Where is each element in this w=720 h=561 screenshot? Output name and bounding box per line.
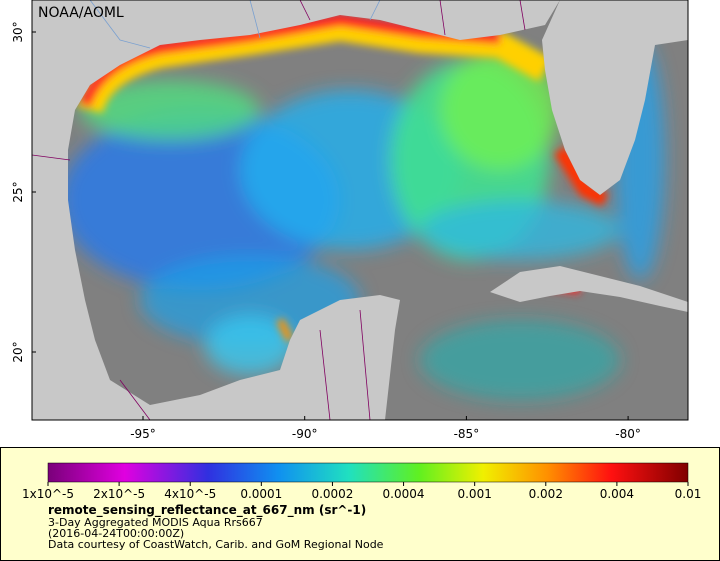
land-florida [542, 0, 688, 195]
lon-tick-label: -95° [130, 427, 156, 441]
rivers [89, 0, 381, 49]
lat-tick-label: 30° [11, 21, 25, 42]
patch [440, 50, 560, 170]
map-frame [31, 0, 689, 421]
patch [205, 315, 295, 375]
colorbar-label: 4x10^-5 [164, 487, 216, 501]
colorbar-label: 2x10^-5 [93, 487, 145, 501]
reflectance-field [60, 40, 665, 400]
colorbar-label: 0.004 [600, 487, 634, 501]
coastal-band-orange [276, 318, 294, 342]
border [32, 154, 71, 161]
colorbar-label: 0.0002 [311, 487, 353, 501]
legend-line: (2016-04-24T00:00:00Z) [48, 527, 184, 540]
coastal-band-red [554, 146, 609, 207]
colorbar-label: 0.0004 [383, 487, 425, 501]
borders [32, 0, 526, 420]
colorbar-label: 0.002 [529, 487, 563, 501]
variable-name: remote_sensing_reflectance_at_667_nm (sr… [48, 503, 366, 518]
colorbar-label: 0.001 [457, 487, 491, 501]
credit-label: NOAA/AOML [38, 5, 124, 21]
patch [420, 320, 620, 400]
border [119, 309, 371, 420]
legend-line: 3-Day Aggregated MODIS Aqua Rrs667 [48, 516, 263, 529]
colorbar-label: 0.0001 [240, 487, 282, 501]
legend: 1x10^-5 2x10^-5 4x10^-5 0.0001 0.0002 0.0004 0… [22, 482, 701, 501]
river [89, 0, 381, 49]
lat-tick-label: 25° [11, 181, 25, 202]
lon-tick-label: -80° [615, 427, 641, 441]
colorbar-label: 1x10^-5 [22, 487, 74, 501]
patch [420, 200, 620, 260]
border [299, 0, 526, 36]
patch [80, 80, 260, 140]
lon-tick-label: -85° [454, 427, 480, 441]
lon-tick-label: -90° [292, 427, 318, 441]
axes: 30° 25° 20° -95° -90° -85° -80° [11, 21, 641, 441]
map-panel: NOAA/AOML [32, 0, 688, 420]
land-cuba [490, 266, 688, 312]
land-mainland [32, 0, 560, 420]
legend-line: Data courtesy of CoastWatch, Carib. and … [48, 538, 384, 551]
lat-tick-label: 20° [11, 341, 25, 362]
colorbar-label: 0.01 [675, 487, 702, 501]
colorbar [47, 462, 689, 483]
